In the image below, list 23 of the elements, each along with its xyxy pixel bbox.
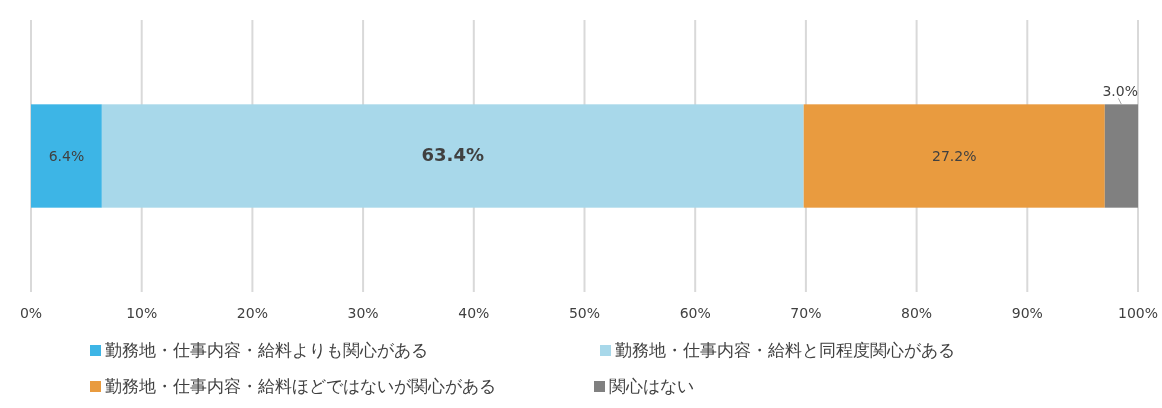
bar	[1104, 104, 1138, 208]
legend-label: 勤務地・仕事内容・給料ほどではないが関心がある	[105, 376, 496, 396]
x-tick-label: 20%	[236, 305, 268, 321]
legend-label: 関心はない	[609, 376, 694, 396]
x-tick-label: 60%	[679, 305, 711, 321]
x-tick-label: 80%	[901, 305, 933, 321]
x-tick-label: 0%	[19, 305, 43, 321]
x-tick-label: 50%	[568, 305, 601, 321]
x-tick-label: 90%	[1011, 305, 1043, 321]
data-label: 6.4%	[48, 148, 85, 164]
bar	[803, 104, 1105, 208]
x-tick-label: 30%	[347, 305, 379, 321]
data-label: 3.0%	[1102, 83, 1138, 100]
x-tick-label: 10%	[126, 305, 158, 321]
x-tick-label: 100%	[1117, 305, 1159, 321]
bar	[31, 104, 102, 208]
x-tick-label: 70%	[790, 305, 822, 321]
data-label: 63.4%	[421, 144, 484, 165]
bar	[101, 104, 804, 208]
x-tick-label: 40%	[458, 305, 490, 321]
data-label: 27.2%	[932, 148, 977, 164]
legend-label: 勤務地・仕事内容・給料と同程度関心がある	[615, 340, 955, 360]
legend-label: 勤務地・仕事内容・給料よりも関心がある	[105, 340, 428, 360]
